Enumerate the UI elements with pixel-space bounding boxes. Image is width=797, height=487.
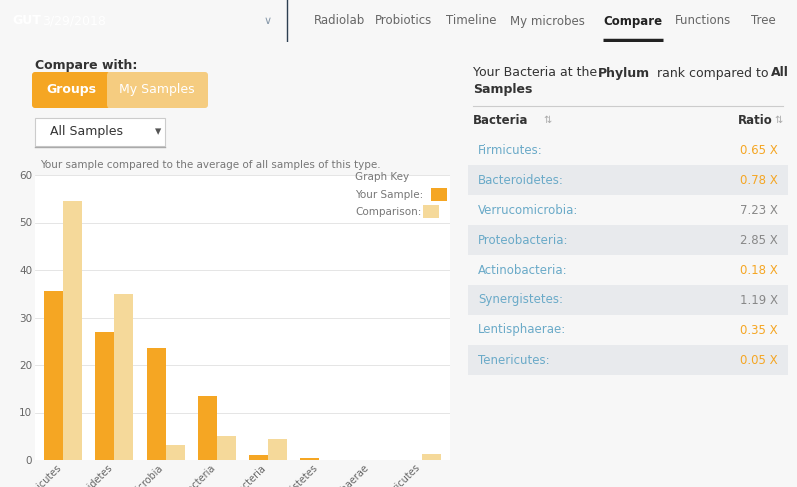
Text: Bacteroidetes:: Bacteroidetes: (478, 173, 563, 187)
Text: Tree: Tree (751, 15, 775, 27)
Bar (468, 165, 788, 195)
Text: Groups: Groups (46, 83, 96, 96)
Text: Tenericutes:: Tenericutes: (478, 354, 550, 367)
Bar (96, 332, 115, 460)
Bar (198, 396, 217, 460)
Bar (468, 225, 788, 255)
Text: Your Sample:: Your Sample: (355, 190, 423, 200)
Text: All: All (771, 67, 789, 79)
Text: Compare: Compare (603, 15, 662, 27)
Text: Timeline: Timeline (446, 15, 497, 27)
Bar (422, 454, 441, 460)
Bar (300, 458, 320, 460)
Bar (63, 201, 82, 460)
Text: Compare with:: Compare with: (35, 58, 137, 72)
Bar (468, 285, 788, 315)
Text: Actinobacteria:: Actinobacteria: (478, 263, 567, 277)
Text: Bacteria: Bacteria (473, 113, 528, 127)
FancyBboxPatch shape (35, 118, 165, 146)
Bar (268, 439, 287, 460)
Text: 7.23 X: 7.23 X (740, 204, 778, 217)
Text: Phylum: Phylum (598, 67, 650, 79)
Text: rank compared to: rank compared to (653, 67, 772, 79)
Text: 0.35 X: 0.35 X (740, 323, 778, 337)
Text: 1.19 X: 1.19 X (740, 294, 778, 306)
Text: Proteobacteria:: Proteobacteria: (478, 233, 568, 246)
Text: ⇅: ⇅ (775, 115, 783, 125)
Bar (468, 345, 788, 375)
Bar (166, 445, 185, 460)
Text: 0.05 X: 0.05 X (740, 354, 778, 367)
Text: Ratio: Ratio (738, 113, 773, 127)
Text: All Samples: All Samples (50, 126, 123, 138)
Text: 3/29/2018: 3/29/2018 (42, 15, 106, 27)
FancyBboxPatch shape (32, 72, 110, 108)
Text: Synergistetes:: Synergistetes: (478, 294, 563, 306)
Bar (44, 291, 63, 460)
Text: 0.65 X: 0.65 X (740, 144, 778, 156)
Text: GUT: GUT (12, 15, 41, 27)
Text: Your sample compared to the average of all samples of this type.: Your sample compared to the average of a… (40, 160, 381, 170)
Text: 2.85 X: 2.85 X (740, 233, 778, 246)
Text: Samples: Samples (473, 83, 532, 96)
Text: Functions: Functions (675, 15, 731, 27)
Text: Verrucomicrobia:: Verrucomicrobia: (478, 204, 579, 217)
Text: Radiolab: Radiolab (314, 15, 366, 27)
Text: ⇅: ⇅ (543, 115, 551, 125)
Text: Firmicutes:: Firmicutes: (478, 144, 543, 156)
Text: My microbes: My microbes (509, 15, 584, 27)
Text: Comparison:: Comparison: (355, 207, 422, 217)
Text: ∨: ∨ (264, 16, 272, 26)
FancyBboxPatch shape (107, 72, 208, 108)
Text: ▾: ▾ (155, 126, 161, 138)
Text: Probiotics: Probiotics (375, 15, 433, 27)
Bar (115, 294, 133, 460)
Bar (249, 455, 268, 460)
Text: Graph Key: Graph Key (355, 172, 409, 182)
Text: 0.18 X: 0.18 X (740, 263, 778, 277)
Bar (217, 436, 236, 460)
Text: My Samples: My Samples (120, 83, 194, 96)
Text: Lentisphaerae:: Lentisphaerae: (478, 323, 566, 337)
Bar (147, 348, 166, 460)
Text: Your Bacteria at the: Your Bacteria at the (473, 67, 601, 79)
Text: 0.78 X: 0.78 X (740, 173, 778, 187)
